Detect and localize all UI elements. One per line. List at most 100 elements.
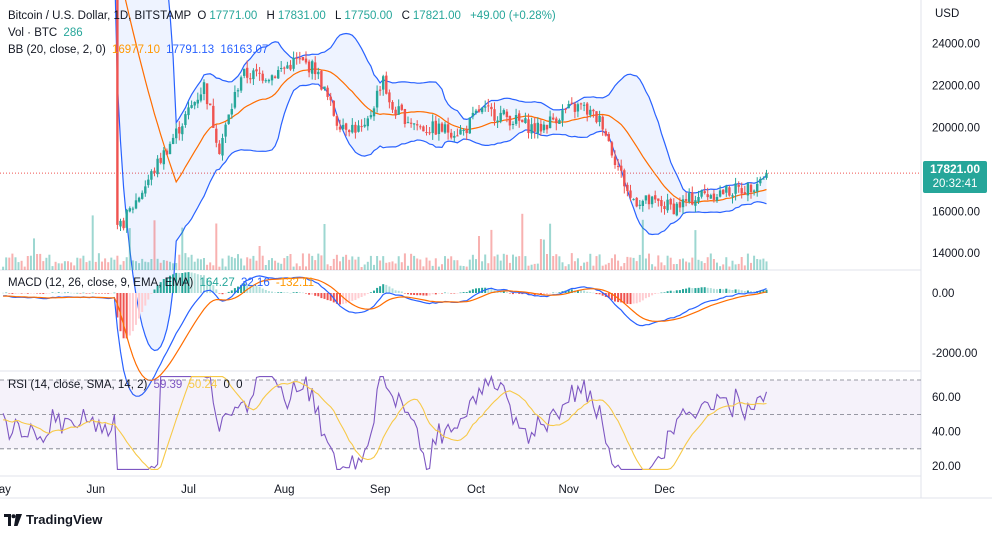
- volume-bar: [691, 257, 694, 270]
- symbol-legend[interactable]: Bitcoin / U.S. Dollar, 1D, BITSTAMP O 177…: [8, 9, 559, 23]
- macd-histogram-bar: [233, 288, 236, 293]
- volume-bar: [39, 253, 42, 270]
- candle-body: [468, 117, 471, 134]
- candle-body: [175, 128, 178, 139]
- candle-body: [419, 126, 422, 128]
- candle-body: [499, 112, 502, 122]
- macd-value: 32.16: [240, 277, 270, 289]
- candle-body: [570, 102, 573, 104]
- candle-body: [184, 114, 187, 125]
- macd-histogram-bar: [82, 292, 85, 294]
- volume-bar: [277, 262, 280, 270]
- candle-body: [511, 124, 515, 125]
- close-label: C: [401, 10, 410, 22]
- macd-histogram-bar: [459, 292, 462, 294]
- candle-body: [756, 184, 759, 192]
- macd-histogram-bar: [230, 290, 233, 293]
- macd-histogram-bar: [289, 292, 292, 294]
- volume-bar: [407, 265, 409, 270]
- macd-histogram-bar: [141, 293, 144, 312]
- volume-bar: [450, 256, 453, 270]
- last-price-tag: 17821.00 20:32:41: [923, 161, 987, 193]
- macd-histogram-bar: [360, 293, 363, 297]
- candle-body: [295, 57, 298, 59]
- macd-histogram-bar: [394, 290, 397, 293]
- rsi-legend[interactable]: RSI (14, close, SMA, 14, 2) 59.39 50.24 …: [8, 378, 246, 392]
- candle-body: [137, 197, 141, 202]
- volume-bar: [555, 254, 558, 270]
- macd-histogram-bar: [199, 275, 202, 293]
- candle-body: [422, 126, 425, 132]
- candle-body: [484, 106, 487, 108]
- macd-histogram-bar: [407, 293, 409, 295]
- volume-bar: [580, 265, 582, 270]
- candle-body: [635, 197, 638, 207]
- macd-histogram-bar: [552, 292, 555, 294]
- macd-histogram-bar: [147, 293, 150, 300]
- volume-bar: [629, 257, 632, 270]
- volume-bar: [97, 253, 100, 270]
- macd-histogram-bar: [478, 288, 480, 293]
- macd-histogram-bar: [144, 293, 147, 306]
- currency-label: USD: [935, 8, 960, 20]
- candle-body: [385, 75, 388, 94]
- macd-histogram-bar: [471, 289, 474, 293]
- macd-histogram-bar: [759, 290, 762, 293]
- bb-legend[interactable]: BB (20, close, 2, 0) 16977.10 17791.13 1…: [8, 43, 271, 57]
- macd-histogram-bar: [88, 293, 91, 294]
- volume-bar: [669, 257, 672, 270]
- volume-bar: [379, 260, 382, 270]
- macd-histogram-bar: [348, 293, 351, 303]
- volume-bar: [218, 266, 221, 270]
- open-label: O: [197, 10, 207, 22]
- volume-bar: [301, 253, 304, 270]
- candle-body: [453, 135, 456, 138]
- candle-body: [116, 0, 119, 225]
- macd-histogram-bar: [592, 292, 595, 294]
- candle-body: [193, 102, 196, 106]
- macd-histogram-bar: [339, 293, 341, 305]
- volume-bar: [508, 262, 511, 270]
- candle-body: [159, 157, 162, 163]
- candle-body: [706, 194, 709, 198]
- candle-body: [718, 190, 722, 197]
- macd-histogram-bar: [110, 293, 113, 294]
- macd-histogram-bar: [648, 293, 650, 298]
- macd-histogram-bar: [246, 283, 249, 293]
- volume-bar: [45, 257, 48, 270]
- volume-bar: [360, 267, 363, 270]
- macd-histogram-bar: [135, 293, 137, 325]
- macd-histogram-bar: [558, 292, 561, 293]
- macd-histogram-bar: [638, 293, 641, 303]
- volume-bar: [753, 255, 756, 270]
- volume-value: 286: [63, 27, 83, 39]
- volume-bar: [648, 253, 650, 270]
- macd-histogram-bar: [502, 291, 505, 293]
- macd-histogram-bar: [277, 292, 280, 293]
- volume-bar: [546, 254, 548, 270]
- macd-histogram-bar: [162, 279, 165, 293]
- candle-body: [567, 104, 570, 109]
- macd-pane: [2, 272, 768, 397]
- macd-legend[interactable]: MACD (12, 26, close, 9, EMA, EMA) 164.27…: [8, 276, 317, 290]
- macd-histogram-bar: [675, 290, 678, 293]
- volume-bar: [332, 258, 335, 270]
- macd-histogram-bar: [447, 292, 450, 294]
- rsi-value: 59.39: [153, 379, 183, 391]
- candle-body: [561, 110, 564, 121]
- volume-bar: [567, 264, 570, 270]
- macd-histogram-bar: [243, 283, 246, 293]
- symbol-name: Bitcoin / U.S. Dollar, 1D, BITSTAMP: [8, 10, 192, 22]
- macd-histogram-bar: [203, 275, 205, 293]
- candle-body: [205, 83, 209, 105]
- candle-body: [428, 132, 431, 134]
- candle-body: [397, 106, 400, 115]
- volume-bar: [746, 253, 749, 270]
- volume-legend[interactable]: Vol · BTC 286: [8, 26, 86, 40]
- tradingview-logo[interactable]: TradingView: [4, 512, 102, 527]
- candle-body: [644, 195, 648, 201]
- rsi-extra-2: 0: [236, 379, 243, 391]
- candle-body: [740, 188, 743, 194]
